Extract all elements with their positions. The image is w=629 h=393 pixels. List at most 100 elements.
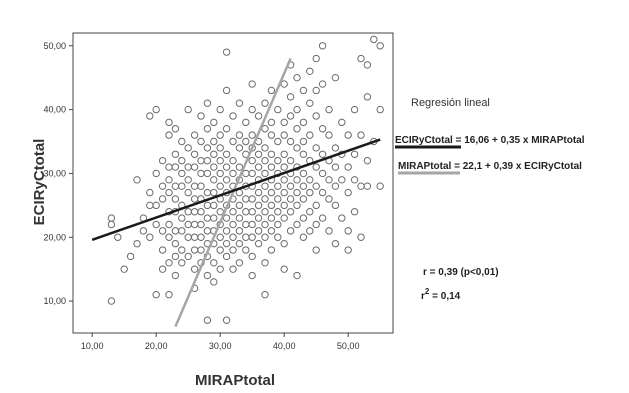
data-point-38	[171, 182, 180, 190]
data-point-266	[306, 176, 314, 184]
data-point-162	[242, 195, 250, 203]
data-point-101	[210, 163, 218, 171]
data-point-71	[190, 246, 199, 254]
data-point-66	[190, 182, 199, 190]
data-point-115	[216, 182, 224, 190]
data-point-303	[344, 163, 352, 171]
data-point-39	[171, 195, 180, 203]
data-point-190	[261, 99, 269, 107]
data-point-152	[235, 201, 244, 210]
data-point-27	[165, 163, 173, 171]
data-point-136	[229, 137, 237, 146]
data-point-192	[261, 144, 269, 152]
data-point-306	[344, 246, 352, 254]
data-point-206	[267, 163, 276, 171]
data-point-245	[293, 125, 301, 133]
regression-line-1	[174, 58, 292, 328]
data-point-3	[114, 233, 122, 241]
data-point-78	[197, 182, 205, 190]
data-point-52	[178, 246, 186, 254]
data-point-2	[107, 297, 116, 305]
data-point-225	[280, 150, 288, 158]
data-point-63	[190, 131, 199, 139]
data-point-37	[171, 163, 180, 171]
data-point-153	[235, 214, 244, 222]
data-point-69	[190, 220, 199, 229]
data-point-264	[306, 131, 314, 139]
data-point-138	[229, 169, 237, 178]
data-point-83	[197, 246, 205, 254]
data-point-77	[197, 169, 205, 178]
data-point-135	[229, 112, 237, 120]
data-point-145	[229, 265, 237, 273]
data-point-236	[286, 137, 295, 146]
data-point-54	[184, 105, 192, 114]
data-point-219	[274, 208, 282, 216]
data-point-7	[133, 239, 141, 248]
data-point-302	[344, 131, 352, 139]
data-point-244	[293, 105, 301, 114]
data-point-179	[248, 271, 256, 280]
data-point-307	[350, 105, 359, 114]
data-point-64	[190, 150, 199, 158]
data-point-312	[357, 131, 365, 139]
data-point-211	[267, 227, 276, 235]
data-point-117	[216, 208, 224, 216]
data-point-57	[184, 176, 192, 184]
data-point-305	[344, 227, 352, 235]
data-point-22	[158, 227, 167, 235]
data-point-227	[280, 176, 288, 184]
y-tick-label-2: 30,00	[43, 168, 66, 178]
data-point-60	[184, 220, 192, 229]
data-point-308	[350, 150, 359, 158]
data-point-127	[222, 176, 231, 184]
data-point-210	[267, 214, 276, 222]
data-point-114	[216, 169, 224, 178]
data-point-235	[286, 112, 295, 120]
data-point-36	[171, 150, 180, 158]
data-point-208	[267, 188, 276, 197]
data-point-287	[325, 131, 333, 139]
data-point-121	[216, 265, 224, 273]
data-point-11	[146, 201, 154, 210]
data-point-111	[216, 131, 224, 139]
data-point-212	[267, 246, 276, 254]
data-point-311	[357, 54, 365, 63]
data-point-297	[331, 239, 340, 248]
data-point-5	[126, 252, 135, 261]
data-point-25	[165, 118, 173, 127]
data-point-89	[203, 169, 212, 178]
data-point-6	[133, 176, 141, 184]
data-point-220	[274, 220, 282, 229]
data-point-99	[210, 137, 218, 146]
data-point-14	[152, 105, 160, 114]
legend-title: Regresión lineal	[411, 97, 490, 109]
data-point-17	[152, 220, 160, 229]
data-point-96	[203, 271, 212, 280]
data-point-218	[274, 195, 282, 203]
data-point-156	[235, 259, 244, 267]
data-point-155	[235, 239, 244, 248]
data-point-12	[146, 188, 154, 197]
data-point-187	[254, 214, 263, 222]
data-point-80	[197, 208, 205, 216]
r-statistic: r = 0,39 (p<0,01)	[423, 267, 499, 278]
y-tick-label-3: 40,00	[43, 105, 66, 115]
r2-statistic: r2 = 0,14	[421, 287, 461, 302]
data-point-278	[312, 246, 320, 254]
data-point-276	[312, 201, 320, 210]
data-point-126	[222, 163, 231, 171]
data-point-209	[267, 201, 276, 210]
data-point-68	[190, 208, 199, 216]
y-tick-label-4: 50,00	[43, 41, 66, 51]
data-point-268	[306, 208, 314, 216]
data-point-44	[171, 271, 180, 280]
data-point-294	[331, 163, 340, 171]
data-point-175	[248, 208, 256, 216]
data-point-241	[286, 208, 295, 216]
data-point-189	[254, 239, 263, 248]
data-point-48	[178, 182, 186, 190]
data-point-20	[158, 182, 167, 190]
data-point-323	[376, 182, 384, 190]
